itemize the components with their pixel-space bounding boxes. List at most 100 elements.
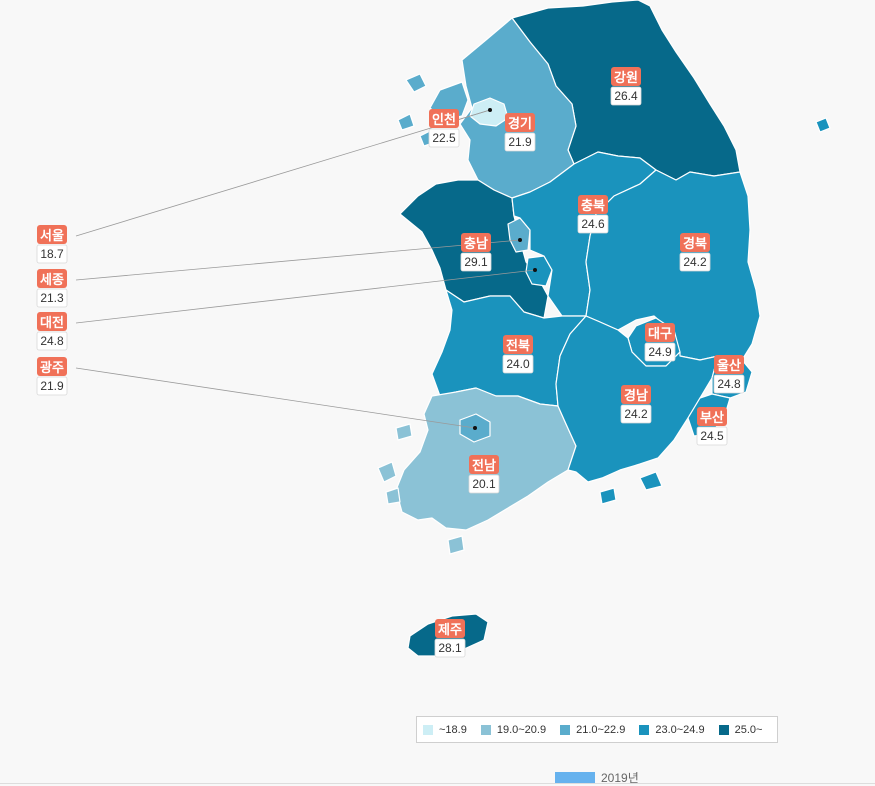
region-value-seoul: 18.7 bbox=[40, 247, 64, 261]
label-name-bg bbox=[37, 312, 67, 331]
region-value-gangwon: 26.4 bbox=[614, 89, 638, 103]
region-value-chungnam: 29.1 bbox=[464, 255, 488, 269]
leader-seoul bbox=[75, 109, 491, 237]
region-value-daejeon: 24.8 bbox=[40, 334, 64, 348]
label-value-bg bbox=[468, 474, 500, 494]
pins bbox=[473, 108, 537, 430]
label-name-bg bbox=[461, 233, 491, 252]
label-name-bg bbox=[680, 233, 710, 252]
label-name-bg bbox=[621, 385, 651, 404]
legend-label: 21.0~22.9 bbox=[576, 723, 626, 736]
label-jeonnam: 전남 20.1 bbox=[468, 455, 500, 494]
label-value-bg bbox=[577, 214, 609, 234]
region-jeonnam-island-3 bbox=[447, 535, 465, 555]
leader-daejeon bbox=[75, 269, 536, 324]
region-value-jeonnam: 20.1 bbox=[472, 477, 496, 491]
label-value-bg bbox=[36, 376, 68, 396]
region-name-chungbuk: 충북 bbox=[581, 198, 605, 213]
legend-item[interactable]: ~18.9 bbox=[423, 724, 467, 736]
label-value-bg bbox=[620, 404, 652, 424]
label-sejong: 세종 21.3 bbox=[36, 269, 68, 308]
legend-label: 19.0~20.9 bbox=[496, 723, 547, 736]
label-name-bg bbox=[697, 407, 727, 426]
pin-daejeon bbox=[533, 268, 537, 272]
label-seoul: 서울 18.7 bbox=[36, 225, 68, 264]
series-swatch bbox=[555, 772, 595, 783]
label-jeonbuk: 전북 24.0 bbox=[502, 335, 534, 374]
label-value-bg bbox=[460, 252, 492, 272]
label-daejeon: 대전 24.8 bbox=[36, 312, 68, 351]
legend-item[interactable]: 21.0~22.9 bbox=[560, 724, 625, 736]
region-value-jeju: 28.1 bbox=[438, 641, 462, 655]
leader-gwangju bbox=[75, 367, 476, 429]
region-seoul[interactable] bbox=[469, 97, 509, 127]
region-name-incheon: 인천 bbox=[432, 112, 456, 127]
label-value-bg bbox=[502, 354, 534, 374]
label-value-bg bbox=[696, 426, 728, 446]
leader-lines bbox=[75, 109, 536, 429]
label-name-bg bbox=[645, 323, 675, 342]
region-incheon-island-1 bbox=[405, 73, 427, 93]
label-value-bg bbox=[644, 342, 676, 362]
region-name-sejong: 세종 bbox=[40, 272, 64, 287]
legend-label: ~18.9 bbox=[439, 723, 467, 736]
region-name-daegu: 대구 bbox=[648, 326, 672, 341]
region-name-jeju: 제주 bbox=[438, 622, 462, 637]
bottom-divider bbox=[0, 783, 875, 784]
region-name-gyeonggi: 경기 bbox=[508, 116, 532, 131]
pin-gwangju bbox=[473, 426, 477, 430]
label-name-bg bbox=[37, 269, 67, 288]
legend-item[interactable]: 19.0~20.9 bbox=[480, 723, 547, 736]
color-scale-legend: ~18.9 19.0~20.9 21.0~22.9 23.0~24.9 25.0~ bbox=[416, 716, 778, 743]
region-gyeongnam-island-2 bbox=[599, 487, 617, 505]
region-name-gangwon: 강원 bbox=[614, 70, 638, 85]
region-value-chungbuk: 24.6 bbox=[581, 217, 605, 231]
legend-label: 23.0~24.9 bbox=[655, 723, 705, 736]
region-jeonnam-island-2 bbox=[385, 487, 401, 505]
region-jeonnam-island-1 bbox=[377, 461, 397, 483]
region-name-jeonnam: 전남 bbox=[472, 458, 496, 473]
region-name-jeonbuk: 전북 bbox=[506, 338, 530, 353]
region-value-gyeongnam: 24.2 bbox=[624, 407, 648, 421]
region-incheon-island-2 bbox=[397, 113, 415, 131]
label-chungbuk: 충북 24.6 bbox=[577, 195, 609, 234]
label-name-bg bbox=[469, 455, 499, 474]
region-value-sejong: 21.3 bbox=[40, 291, 64, 305]
region-jeonnam-island-4 bbox=[395, 423, 413, 441]
legend-item[interactable]: 25.0~ bbox=[718, 724, 762, 736]
label-name-bg bbox=[714, 355, 744, 374]
region-value-daegu: 24.9 bbox=[648, 345, 672, 359]
legend-swatch bbox=[639, 724, 650, 735]
region-value-incheon: 22.5 bbox=[432, 131, 456, 145]
leader-sejong bbox=[75, 239, 521, 281]
legend-swatch bbox=[560, 724, 571, 735]
label-jeju: 제주 28.1 bbox=[434, 619, 466, 658]
label-value-bg bbox=[428, 128, 460, 148]
label-name-bg bbox=[503, 335, 533, 354]
label-gangwon: 강원 26.4 bbox=[610, 67, 642, 106]
label-name-bg bbox=[37, 357, 67, 376]
legend-item[interactable]: 23.0~24.9 bbox=[639, 723, 705, 736]
region-name-gyeongbuk: 경북 bbox=[683, 236, 707, 251]
legend-swatch bbox=[718, 724, 729, 735]
region-name-daejeon: 대전 bbox=[40, 315, 64, 330]
label-gyeonggi: 경기 21.9 bbox=[504, 113, 536, 152]
series-legend[interactable]: 2019년 bbox=[555, 769, 639, 786]
label-value-bg bbox=[504, 132, 536, 152]
label-value-bg bbox=[434, 638, 466, 658]
pin-sejong bbox=[518, 238, 522, 242]
label-gyeongbuk: 경북 24.2 bbox=[679, 233, 711, 272]
label-ulsan: 울산 24.8 bbox=[713, 355, 745, 394]
label-chungnam: 충남 29.1 bbox=[460, 233, 492, 272]
region-name-gwangju: 광주 bbox=[40, 360, 64, 375]
label-value-bg bbox=[713, 374, 745, 394]
region-value-gyeongbuk: 24.2 bbox=[683, 255, 707, 269]
label-value-bg bbox=[36, 331, 68, 351]
labels-layer: 강원 26.4 경기 21.9 인천 22.5 서울 18.7 충북 24.6 충남 29.1 세종 21… bbox=[36, 67, 745, 658]
label-gwangju: 광주 21.9 bbox=[36, 357, 68, 396]
label-value-bg bbox=[679, 252, 711, 272]
region-gyeongnam-island-1 bbox=[639, 471, 663, 491]
region-value-gyeonggi: 21.9 bbox=[508, 135, 532, 149]
label-value-bg bbox=[36, 288, 68, 308]
region-name-busan: 부산 bbox=[700, 410, 724, 425]
